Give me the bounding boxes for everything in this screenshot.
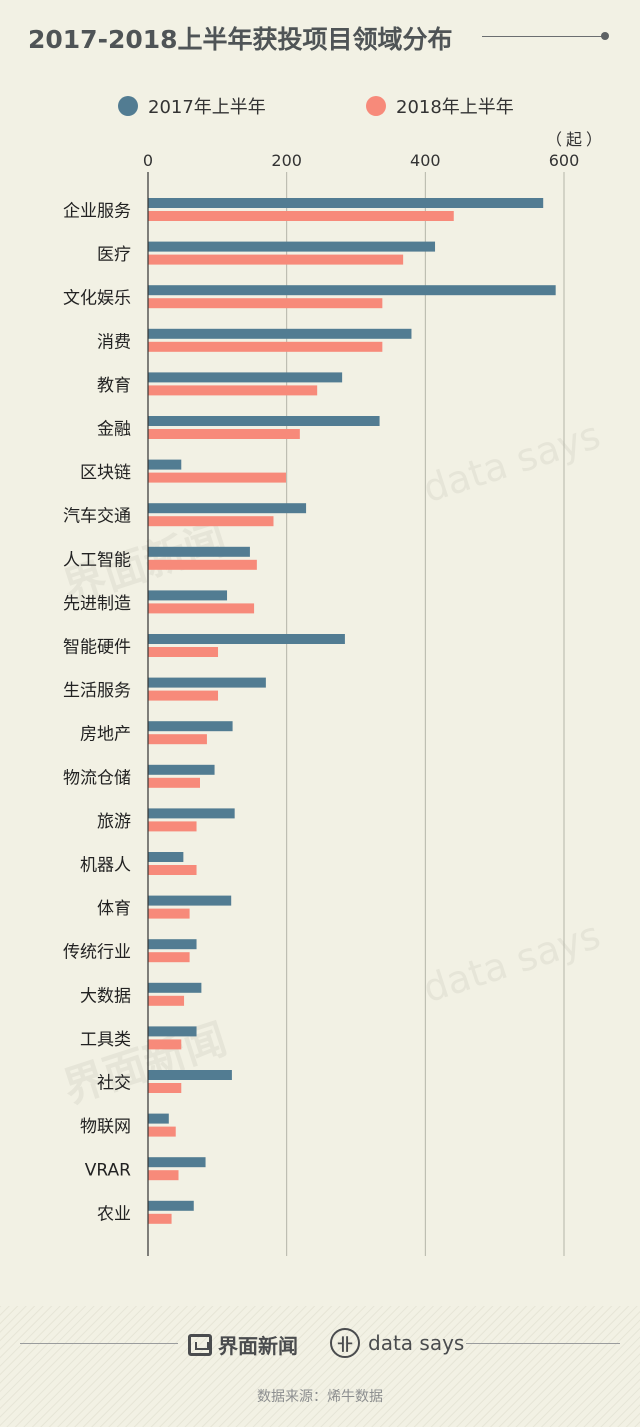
category-label: 工具类 bbox=[80, 1030, 131, 1050]
category-label: 消费 bbox=[97, 332, 131, 352]
bar-2018 bbox=[148, 908, 190, 919]
bar-2017 bbox=[148, 1113, 169, 1124]
bar-2018 bbox=[148, 1170, 179, 1181]
category-label: 文化娱乐 bbox=[63, 289, 131, 309]
bar-2017 bbox=[148, 198, 544, 208]
datasays-logo-icon: 卝 bbox=[330, 1328, 360, 1358]
legend-label-2017: 2017年上半年 bbox=[148, 97, 266, 118]
bar-2018 bbox=[148, 472, 286, 483]
page-title: 2017-2018上半年获投项目领域分布 bbox=[28, 25, 453, 54]
bar-2018 bbox=[148, 734, 207, 745]
bar-2018 bbox=[148, 603, 255, 614]
bar-2018 bbox=[148, 341, 383, 352]
category-label: 物联网 bbox=[80, 1117, 131, 1137]
bar-2017 bbox=[148, 590, 228, 601]
bar-2018 bbox=[148, 690, 219, 701]
category-label: 区块链 bbox=[80, 463, 131, 483]
category-label: 物流仓储 bbox=[63, 768, 131, 788]
category-label: 人工智能 bbox=[63, 550, 131, 570]
bar-2017 bbox=[148, 939, 197, 950]
bar-2018 bbox=[148, 254, 404, 265]
legend-item-2018: 2018年上半年 bbox=[366, 93, 514, 119]
x-tick-label: 0 bbox=[143, 151, 153, 170]
legend-item-2017: 2017年上半年 bbox=[118, 93, 266, 119]
bar-2018 bbox=[148, 298, 383, 309]
bar-2018 bbox=[148, 865, 197, 875]
jiemian-logo-icon bbox=[188, 1333, 212, 1356]
bar-2018 bbox=[148, 821, 197, 832]
bar-2017 bbox=[148, 416, 380, 426]
title-rule bbox=[482, 36, 604, 37]
bar-2017 bbox=[148, 1200, 194, 1211]
bar-2017 bbox=[148, 808, 235, 819]
footer-rule-right bbox=[466, 1343, 620, 1344]
bar-2018 bbox=[148, 647, 219, 657]
x-tick-label: 400 bbox=[410, 151, 441, 170]
brand-jiemian: 界面新闻 bbox=[188, 1330, 298, 1359]
bar-2018 bbox=[148, 1126, 176, 1137]
bar-2017 bbox=[148, 1026, 197, 1037]
bar-2017 bbox=[148, 895, 232, 906]
bar-2018 bbox=[148, 952, 190, 963]
category-label: 生活服务 bbox=[63, 681, 131, 701]
legend-label-2018: 2018年上半年 bbox=[396, 97, 514, 118]
brand-datasays-label: data says bbox=[368, 1331, 465, 1355]
category-label: 房地产 bbox=[80, 725, 131, 745]
bar-2017 bbox=[148, 372, 343, 383]
category-label: 传统行业 bbox=[63, 943, 131, 963]
bar-2017 bbox=[148, 1157, 206, 1168]
bar-chart: 0 200 400 600 企业服务医疗文化娱乐消费教育金融区块链汽车交通人工智能先进制… bbox=[63, 151, 580, 1256]
bar-2017 bbox=[148, 503, 307, 514]
bar-2018 bbox=[148, 516, 274, 527]
title-rule-dot bbox=[601, 32, 609, 40]
category-label: 先进制造 bbox=[63, 594, 131, 614]
category-label: 农业 bbox=[97, 1204, 131, 1224]
brand-jiemian-label: 界面新闻 bbox=[218, 1334, 298, 1358]
bar-2017 bbox=[148, 852, 184, 862]
bar-2018 bbox=[148, 1039, 182, 1050]
footer-rule-left bbox=[20, 1343, 178, 1344]
bar-2018 bbox=[148, 385, 318, 396]
category-label: 旅游 bbox=[97, 812, 131, 832]
category-label: 企业服务 bbox=[63, 202, 131, 222]
bar-2017 bbox=[148, 459, 182, 470]
legend-swatch-2018 bbox=[366, 96, 386, 116]
bar-2017 bbox=[148, 634, 345, 644]
bar-2017 bbox=[148, 677, 266, 688]
bar-2017 bbox=[148, 285, 556, 296]
legend-swatch-2017 bbox=[118, 96, 138, 116]
category-label: 社交 bbox=[97, 1074, 131, 1094]
bar-2017 bbox=[148, 721, 233, 732]
category-label: 金融 bbox=[97, 420, 131, 440]
bar-2018 bbox=[148, 777, 200, 788]
bar-2018 bbox=[148, 1213, 172, 1224]
brand-datasays: 卝 data says bbox=[330, 1328, 464, 1358]
category-label: VRAR bbox=[85, 1161, 131, 1181]
data-source: 数据来源：烯牛数据 bbox=[257, 1389, 383, 1405]
footer-band bbox=[0, 1306, 640, 1427]
x-tick-label: 200 bbox=[271, 151, 302, 170]
bar-2018 bbox=[148, 559, 257, 570]
bar-2017 bbox=[148, 982, 202, 993]
category-label: 智能硬件 bbox=[63, 638, 131, 658]
bar-2018 bbox=[148, 429, 300, 439]
category-label: 医疗 bbox=[97, 245, 131, 265]
bar-2017 bbox=[148, 546, 250, 557]
x-tick-label: 600 bbox=[549, 151, 580, 170]
bar-2018 bbox=[148, 1083, 182, 1093]
bar-2018 bbox=[148, 211, 454, 221]
category-label: 汽车交通 bbox=[63, 507, 131, 527]
unit-label: （起） bbox=[546, 130, 607, 149]
bar-2017 bbox=[148, 1070, 232, 1080]
bar-2017 bbox=[148, 328, 412, 339]
category-label: 教育 bbox=[97, 376, 131, 396]
bar-2018 bbox=[148, 995, 185, 1006]
bar-2017 bbox=[148, 241, 436, 252]
category-label: 体育 bbox=[97, 899, 131, 919]
bar-2017 bbox=[148, 764, 215, 775]
category-label: 机器人 bbox=[80, 856, 131, 876]
category-label: 大数据 bbox=[80, 986, 131, 1006]
